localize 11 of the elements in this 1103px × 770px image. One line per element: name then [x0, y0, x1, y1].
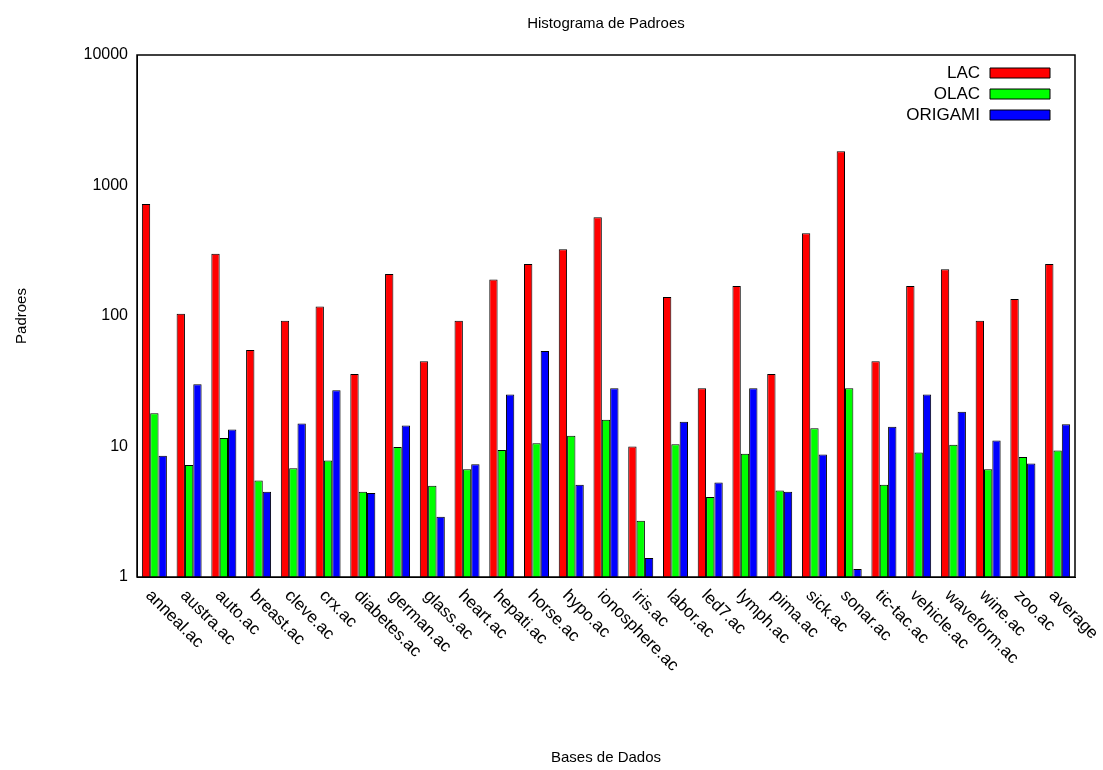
x-axis-title: Bases de Dados [550, 748, 662, 766]
y-axis-title: Padroes [12, 288, 30, 344]
y-tick-label: 10000 [83, 45, 129, 63]
legend-label: ORIGAMI [906, 104, 980, 124]
chart-title: Histograma de Padroes [527, 14, 685, 32]
y-tick-label: 10 [110, 436, 129, 454]
y-tick-label: 1 [119, 567, 129, 585]
y-tick-label: 1000 [92, 175, 129, 193]
legend-label: OLAC [933, 83, 980, 103]
y-tick-label: 100 [101, 306, 129, 324]
legend-label: LAC [946, 62, 980, 82]
